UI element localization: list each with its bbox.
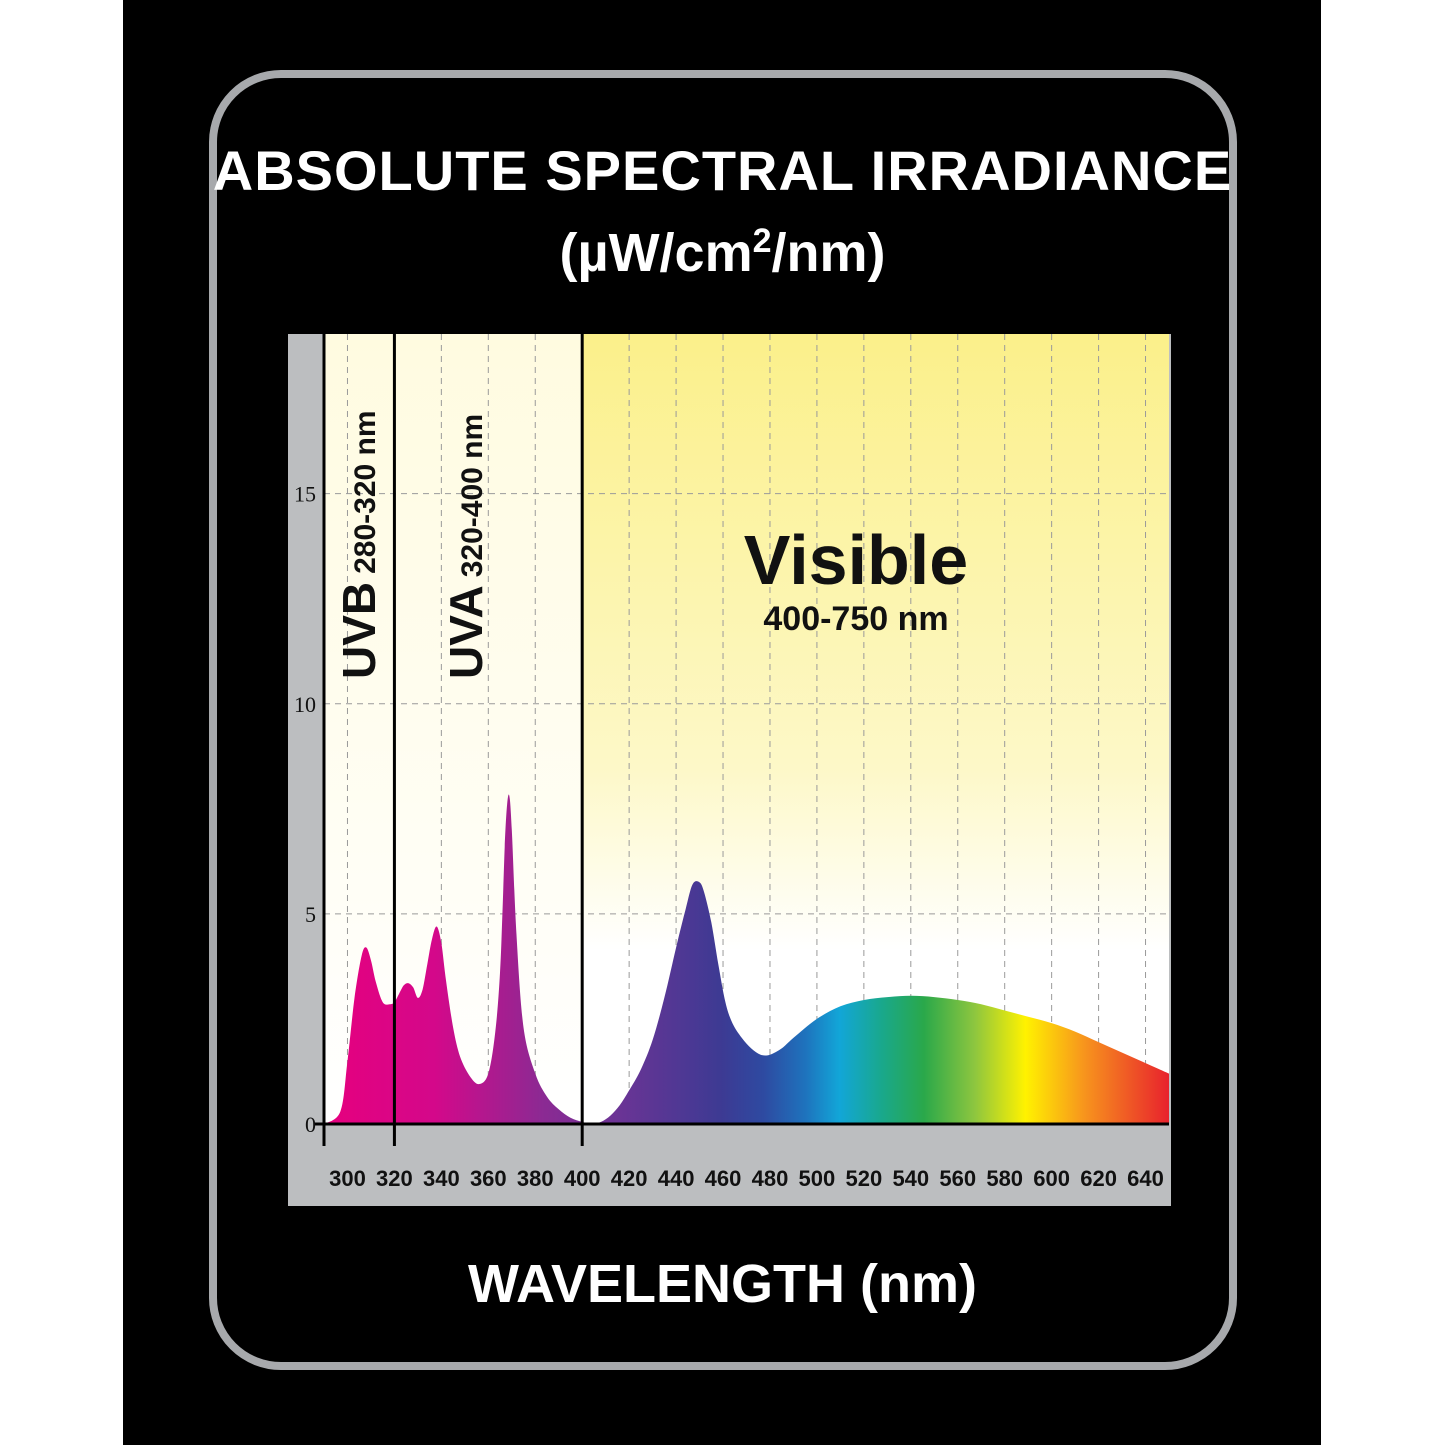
x-tick-label: 300 <box>329 1166 366 1191</box>
spectral-chart: 300 320 340 360 380 400 420 440 460 480 500 520 540 5… <box>294 334 1169 1191</box>
x-tick-label: 520 <box>846 1166 883 1191</box>
x-axis-label: WAVELENGTH (nm) <box>468 1254 977 1314</box>
x-tick-label: 560 <box>939 1166 976 1191</box>
x-tick-label: 640 <box>1127 1166 1164 1191</box>
unit-superscript: 2 <box>752 222 772 260</box>
y-axis-unit-label: (µW/cm2/nm) <box>0 222 1445 284</box>
x-tick-label: 440 <box>658 1166 695 1191</box>
chart-title: ABSOLUTE SPECTRAL IRRADIANCE <box>212 139 1233 202</box>
uvb-label-text: UVB 280-320 nm <box>333 410 385 679</box>
x-tick-label: 540 <box>892 1166 929 1191</box>
uva-label: UVA 320-400 nm <box>440 414 492 679</box>
y-tick-label: 10 <box>294 692 316 717</box>
uva-label-text: UVA 320-400 nm <box>440 414 492 679</box>
chart-container: 300 320 340 360 380 400 420 440 460 480 500 520 540 5… <box>288 334 1171 1206</box>
x-tick-label: 620 <box>1080 1166 1117 1191</box>
unit-suffix: /nm) <box>771 223 886 283</box>
uvb-label-range: 280-320 nm <box>349 410 382 573</box>
axes <box>314 334 1169 1126</box>
visible-range-label: 400-750 nm <box>763 600 948 638</box>
x-tick-label: 320 <box>376 1166 413 1191</box>
grid-lines <box>324 334 1169 1124</box>
x-tick-label: 500 <box>799 1166 836 1191</box>
irradiance-area <box>324 794 1169 1124</box>
x-tick-label: 480 <box>752 1166 789 1191</box>
x-tick-label: 360 <box>470 1166 507 1191</box>
visible-label: Visible <box>744 521 968 599</box>
y-tick-label: 0 <box>305 1112 316 1137</box>
uva-label-name: UVA <box>440 585 492 679</box>
y-tick-labels: 0 5 10 15 <box>294 482 316 1137</box>
x-tick-label: 420 <box>611 1166 648 1191</box>
y-tick-label: 5 <box>305 902 316 927</box>
band-labels: UVB 280-320 nm UVA 320-400 nm Visible400-750… <box>333 410 968 679</box>
uvb-label: UVB 280-320 nm <box>333 410 385 679</box>
uvb-label-name: UVB <box>333 582 385 679</box>
x-tick-label: 340 <box>423 1166 460 1191</box>
y-tick-label: 15 <box>294 482 316 507</box>
x-tick-label: 460 <box>705 1166 742 1191</box>
x-tick-label: 400 <box>564 1166 601 1191</box>
x-tick-label: 580 <box>986 1166 1023 1191</box>
x-tick-label: 600 <box>1033 1166 1070 1191</box>
x-tick-label: 380 <box>517 1166 554 1191</box>
unit-prefix: (µW/cm <box>559 223 753 283</box>
x-tick-labels: 300 320 340 360 380 400 420 440 460 480 500 520 540 5… <box>329 1166 1164 1191</box>
uva-label-range: 320-400 nm <box>456 414 489 577</box>
